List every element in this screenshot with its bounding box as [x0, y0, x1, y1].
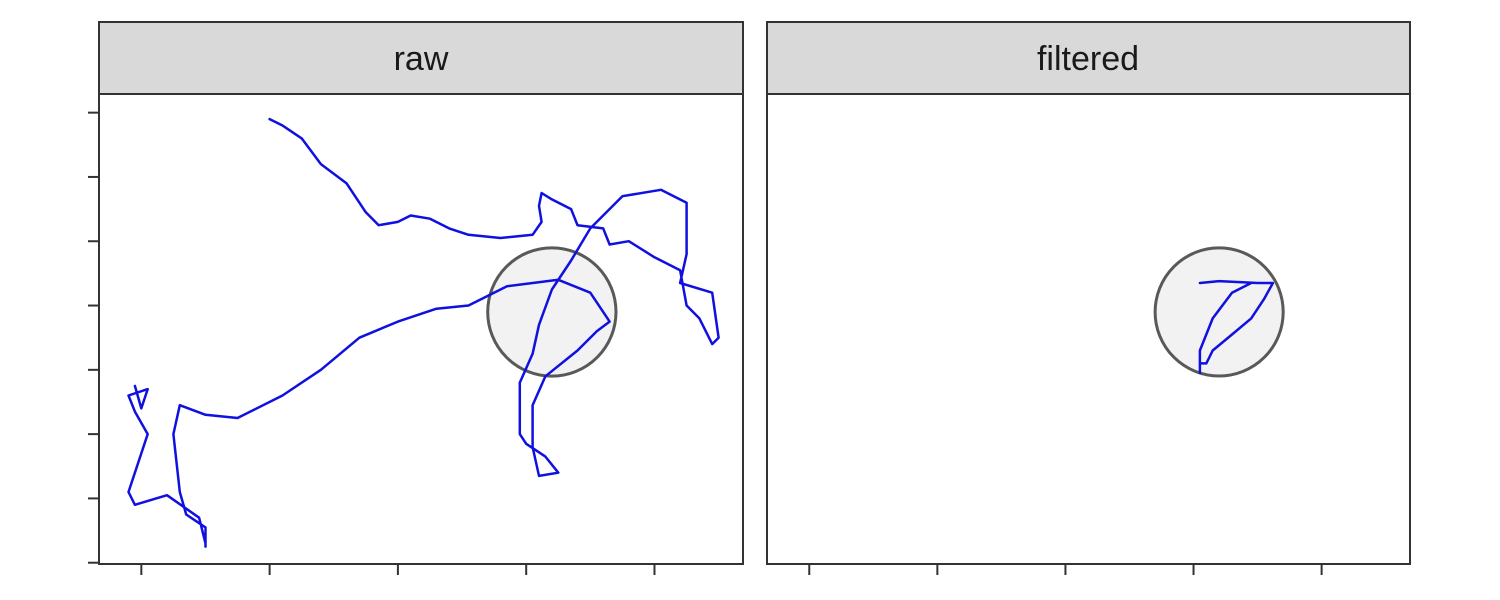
strip-label-raw: raw: [394, 40, 449, 78]
path-layer-raw: [127, 117, 720, 548]
trajectory-path-filtered: [1198, 279, 1275, 375]
panel-border-raw: [98, 93, 744, 565]
strip-background-filtered: [766, 21, 1411, 95]
facet-filtered: filtered: [766, 21, 1411, 575]
panel-border-filtered: [766, 93, 1411, 565]
strip-label-filtered: filtered: [1037, 40, 1139, 78]
path-layer-filtered: [1198, 279, 1275, 375]
region-circle-raw: [486, 246, 618, 378]
panel-background-raw: [99, 94, 743, 564]
strip-background-raw: [98, 21, 744, 95]
panel-background-filtered: [767, 94, 1410, 564]
x-axis-ticks-raw: [140, 564, 656, 575]
circle-layer-raw: [486, 246, 618, 378]
x-axis-ticks-filtered: [808, 564, 1323, 575]
y-axis-ticks-raw: [88, 111, 99, 564]
circle-layer-filtered: [1153, 246, 1285, 378]
region-circle-filtered: [1153, 246, 1285, 378]
facet-raw: raw: [88, 21, 744, 575]
trajectory-path-raw: [127, 117, 720, 548]
